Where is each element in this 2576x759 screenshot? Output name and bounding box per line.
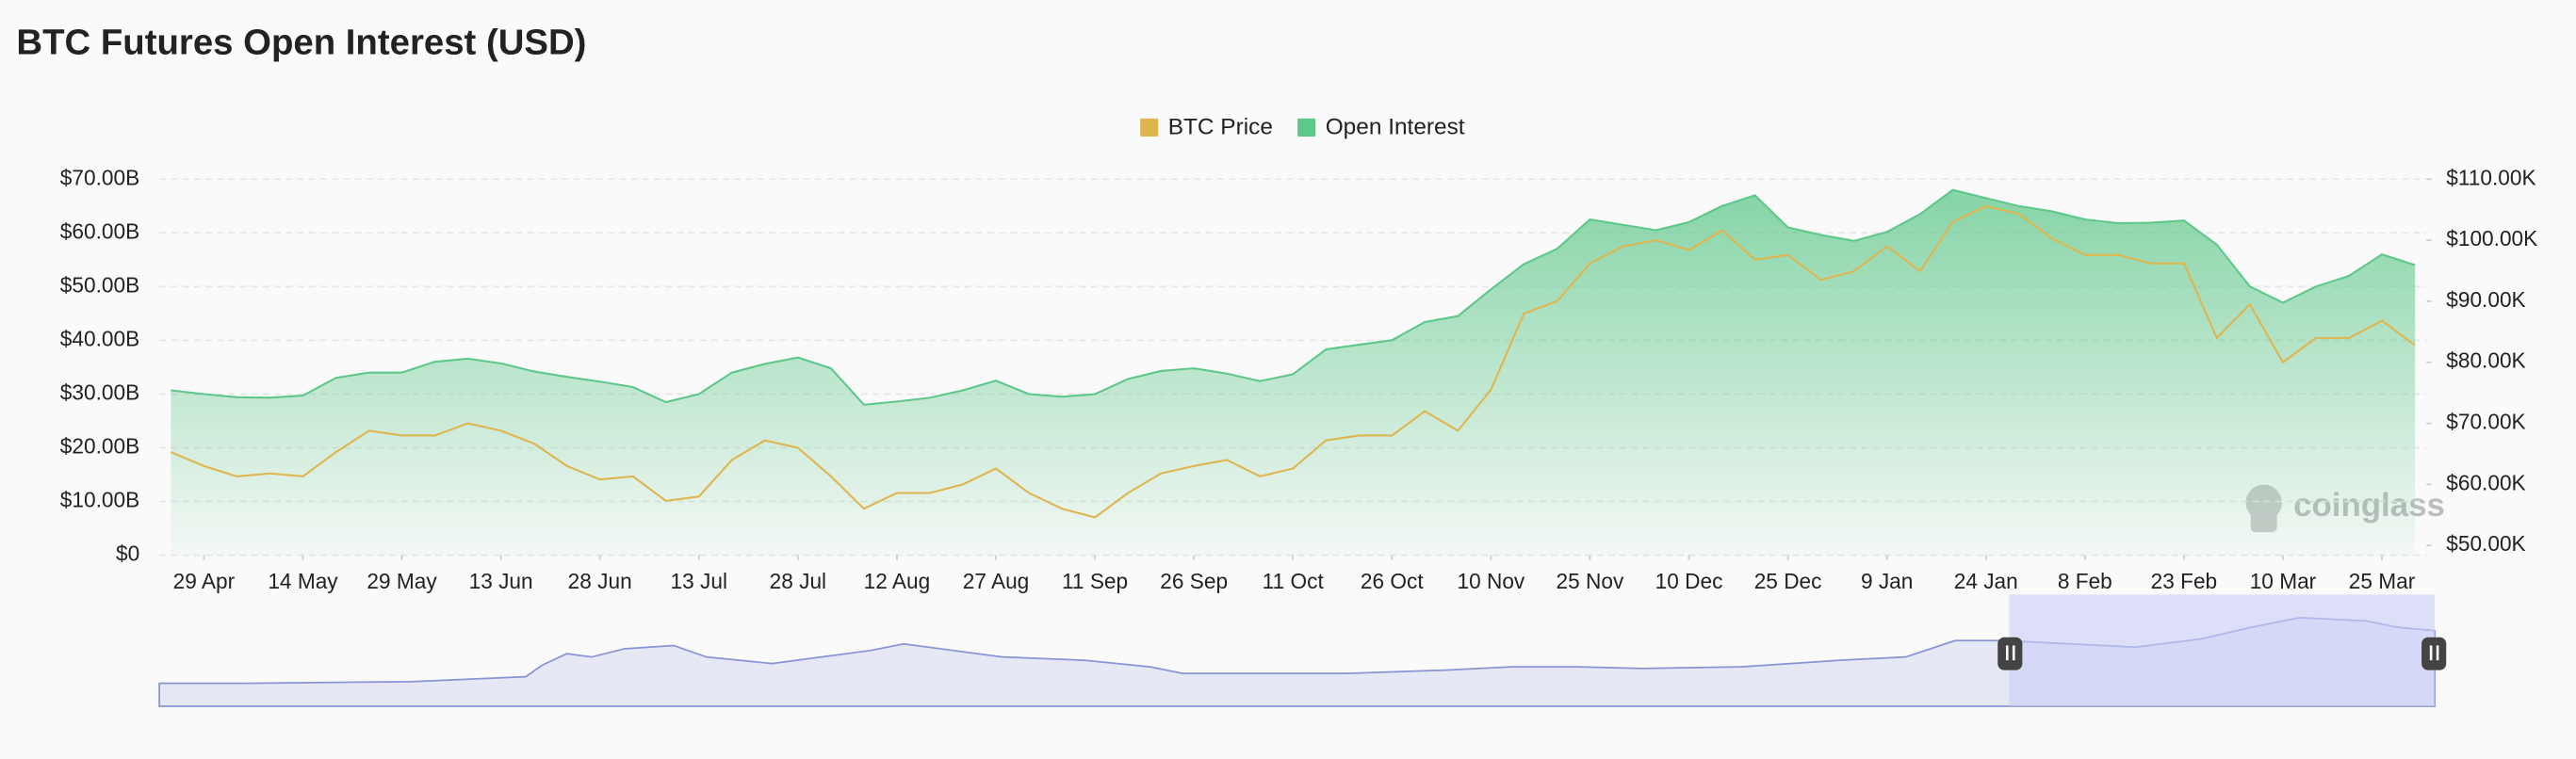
- y-tick-label: $20.00B: [60, 433, 139, 458]
- x-tick-label: 23 Feb: [2151, 569, 2218, 593]
- y-tick-label: $0: [116, 541, 139, 566]
- handle-grip: [2429, 645, 2433, 661]
- x-tick-label: 9 Jan: [1861, 569, 1913, 593]
- x-tick-label: 25 Dec: [1754, 569, 1822, 593]
- navigator-handle[interactable]: [1997, 637, 2023, 670]
- legend-swatch: [1297, 118, 1316, 137]
- legend-swatch: [1140, 118, 1159, 137]
- price-line: [170, 204, 2416, 519]
- legend-label[interactable]: BTC Price: [1168, 115, 1273, 140]
- handle-grip: [2436, 645, 2439, 661]
- y2-tick-label: $80.00K: [2446, 348, 2525, 373]
- chart-title: BTC Futures Open Interest (USD): [16, 22, 586, 62]
- x-tick-label: 10 Mar: [2250, 569, 2317, 593]
- x-tick-label: 11 Oct: [1263, 569, 1325, 593]
- x-tick-label: 11 Sep: [1062, 569, 1128, 593]
- x-tick-label: 24 Jan: [1954, 569, 2018, 593]
- area-line: [171, 188, 2416, 406]
- x-tick-label: 10 Nov: [1457, 569, 1524, 593]
- y2-tick-label: $60.00K: [2446, 470, 2525, 494]
- y-tick-label: $50.00B: [60, 272, 139, 297]
- x-tick-label: 29 Apr: [173, 569, 236, 593]
- x-tick-label: 28 Jun: [568, 569, 632, 593]
- x-tick-label: 26 Oct: [1361, 569, 1424, 593]
- x-tick-label: 25 Mar: [2349, 569, 2416, 593]
- x-tick-label: 27 Aug: [963, 569, 1030, 593]
- y-tick-label: $70.00B: [60, 165, 139, 189]
- x-tick-label: 26 Sep: [1160, 569, 1228, 593]
- y-tick-label: $40.00B: [60, 326, 139, 350]
- x-tick-label: 13 Jul: [671, 569, 727, 593]
- y2-tick-label: $90.00K: [2446, 287, 2525, 312]
- x-tick-label: 8 Feb: [2058, 569, 2112, 593]
- y2-tick-label: $100.00K: [2446, 226, 2537, 250]
- navigator-selection[interactable]: [2009, 594, 2436, 706]
- y-tick-label: $30.00B: [60, 380, 139, 404]
- y2-tick-label: $70.00K: [2446, 410, 2525, 434]
- y2-tick-label: $50.00K: [2446, 531, 2525, 556]
- area-fill: [171, 189, 2416, 556]
- y-tick-label: $10.00B: [60, 488, 139, 512]
- x-tick-label: 28 Jul: [770, 569, 826, 593]
- x-tick-label: 29 May: [367, 569, 437, 593]
- x-tick-label: 13 Jun: [469, 569, 533, 593]
- legend-label[interactable]: Open Interest: [1326, 115, 1465, 140]
- navigator: [158, 594, 2447, 707]
- handle-grip: [2005, 645, 2009, 661]
- x-tick-label: 12 Aug: [864, 569, 931, 593]
- navigator-handle[interactable]: [2421, 637, 2447, 670]
- y-tick-label: $60.00B: [60, 218, 139, 243]
- x-tick-label: 10 Dec: [1655, 569, 1723, 593]
- x-tick-label: 25 Nov: [1557, 569, 1624, 593]
- x-tick-label: 14 May: [268, 569, 338, 593]
- y2-tick-label: $110.00K: [2446, 165, 2535, 189]
- handle-grip: [2012, 645, 2015, 661]
